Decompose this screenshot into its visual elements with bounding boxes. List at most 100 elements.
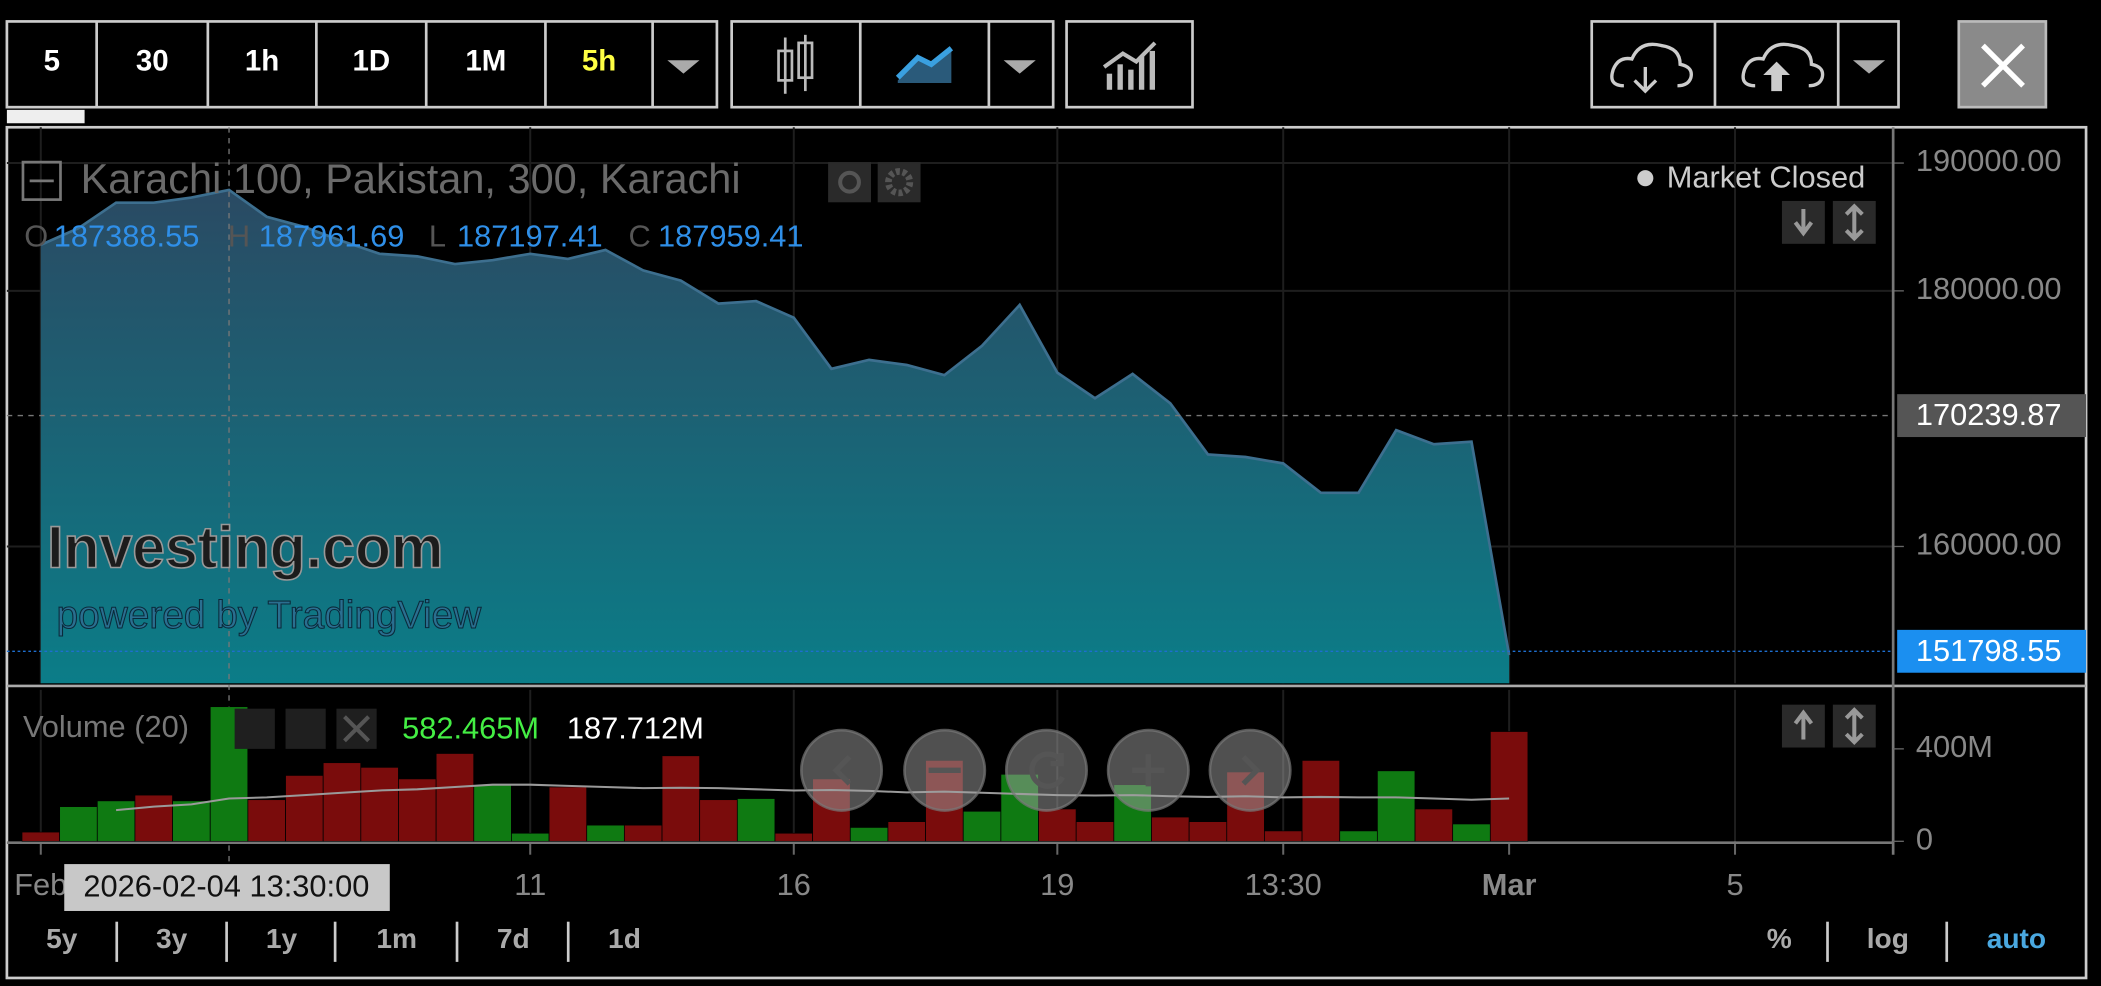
ohlc-key: L	[429, 219, 446, 254]
volume-bar	[511, 832, 550, 842]
interval-button[interactable]: 1D	[352, 45, 390, 78]
watermark-logo: Investing.com	[47, 516, 443, 581]
interval-button[interactable]: 5	[44, 45, 60, 78]
arrow-icon	[1844, 707, 1864, 746]
arrow-icon	[1793, 208, 1814, 237]
x-tick-label: 5	[1726, 867, 1743, 902]
interval-button[interactable]: 1M	[465, 45, 506, 78]
volume-bar	[1038, 808, 1077, 842]
indicator-icon[interactable]	[1102, 41, 1157, 90]
x-tick-label: 16	[777, 867, 811, 902]
volume-bar	[322, 762, 362, 842]
arrow-icon	[1844, 203, 1864, 242]
volume-bar	[1452, 823, 1491, 842]
chart-type-dropdown[interactable]	[1003, 60, 1036, 74]
volume-title: Volume (20)	[23, 709, 189, 744]
scale-button[interactable]: %	[1767, 923, 1792, 954]
eye-icon	[838, 170, 861, 194]
x-tick-label: 11	[514, 867, 546, 902]
volume-bar	[1414, 808, 1453, 842]
volume-bar	[172, 800, 211, 842]
ohlc-value: 187959.41	[658, 219, 804, 254]
y-tick-label: 180000.00	[1916, 271, 2062, 306]
volume-bar	[360, 767, 399, 842]
crosshair-price-label: 170239.87	[1916, 397, 2062, 432]
candlestick-icon[interactable]	[777, 34, 814, 94]
volume-visibility-button[interactable]	[234, 708, 275, 749]
interval-dropdown[interactable]	[667, 60, 700, 74]
save-dropdown[interactable]	[1852, 60, 1886, 74]
range-button[interactable]: 3y	[156, 923, 188, 954]
volume-bar	[661, 755, 700, 842]
volume-bar	[435, 753, 475, 842]
scale-button[interactable]: log	[1867, 923, 1909, 954]
y-tick-label: 160000.00	[1916, 527, 2062, 562]
range-button[interactable]: 1y	[266, 923, 298, 954]
volume-bar	[737, 798, 776, 842]
ohlc-value: 187197.41	[457, 219, 603, 254]
volume-bar	[21, 831, 60, 842]
volume-bar	[1264, 830, 1303, 842]
interval-button[interactable]: 5h	[582, 45, 616, 78]
volume-bar	[774, 832, 813, 842]
volume-bar	[1188, 821, 1228, 842]
interval-button[interactable]: 1h	[245, 45, 279, 78]
indicator-toolbar	[1065, 20, 1194, 109]
interval-button[interactable]: 30	[136, 45, 169, 78]
crosshair-date-box	[64, 864, 390, 911]
chart-title: Karachi 100, Pakistan, 300, Karachi	[81, 155, 741, 202]
scroll-left[interactable]	[799, 728, 884, 812]
price-area	[40, 189, 1510, 684]
volume-bar	[96, 800, 136, 842]
collapse-icon[interactable]	[21, 160, 62, 201]
volume-bar	[548, 786, 587, 842]
visibility-button[interactable]	[828, 162, 871, 203]
volume-bar	[849, 827, 889, 842]
crosshair-date-label: 2026-02-04 13:30:00	[83, 868, 369, 903]
x-tick-label: Mar	[1482, 867, 1537, 902]
plot-area: Feb 11 16 19 13:30 Mar 5 160000.00 180000.00 1900…	[6, 127, 2087, 911]
volume-y-tick-label: 400M	[1916, 729, 1993, 764]
close-icon	[1981, 43, 2025, 88]
range-button[interactable]: 5y	[46, 923, 78, 954]
gear-icon	[885, 168, 914, 197]
range-button[interactable]: 1m	[376, 923, 417, 954]
volume-bar	[1490, 731, 1529, 842]
upload-icon[interactable]	[1741, 42, 1825, 92]
volume-bar	[624, 824, 663, 842]
x-tick-label: 13:30	[1245, 867, 1322, 902]
volume-bar	[59, 806, 98, 842]
range-button[interactable]: 7d	[497, 923, 530, 954]
reset[interactable]	[1004, 728, 1089, 812]
scroll-tab[interactable]	[6, 109, 85, 124]
area-icon[interactable]	[895, 46, 954, 84]
watermark-tagline: powered by TradingView	[56, 594, 482, 637]
volume-bar	[1301, 760, 1340, 842]
status-dot	[1637, 170, 1654, 187]
ohlc-key: O	[24, 219, 48, 254]
save-toolbar	[1590, 20, 1900, 109]
interval-buttons: 5 30 1h 1D 1M 5h	[44, 21, 654, 108]
range-button[interactable]: 1d	[608, 923, 641, 954]
volume-bar	[285, 775, 324, 842]
x-tick-label: Feb	[14, 867, 67, 902]
volume-settings-button[interactable]	[285, 708, 326, 749]
volume-y-tick-label: 0	[1916, 821, 1933, 856]
scale-button[interactable]: auto	[1987, 923, 2046, 954]
volume-bar	[1377, 770, 1416, 842]
volume-bar	[887, 821, 926, 842]
ohlc-key: C	[629, 219, 651, 254]
interval-toolbar	[5, 20, 719, 109]
price-line	[40, 188, 1511, 656]
volume-bar	[1075, 821, 1115, 842]
market-status: Market Closed	[1667, 160, 1866, 195]
ohlc-key: H	[228, 219, 250, 254]
scroll-right[interactable]	[1208, 728, 1292, 812]
volume-bar	[247, 799, 286, 842]
download-icon[interactable]	[1610, 42, 1693, 94]
navigation-icons	[832, 751, 1261, 789]
bottom-bar: 5y 3y 1y 1m 7d 1d% log auto	[46, 921, 2046, 962]
volume-bar	[134, 794, 173, 842]
remove-icon	[343, 715, 371, 743]
